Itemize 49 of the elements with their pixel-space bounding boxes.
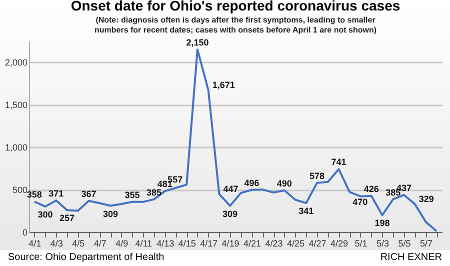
data-label: 578: [310, 170, 325, 181]
data-label: 490: [276, 178, 292, 188]
y-tick-label: 500: [12, 185, 28, 196]
x-tick-label: 4/7: [94, 238, 106, 248]
x-tick-label: 4/17: [200, 238, 218, 248]
data-label: 447: [223, 184, 238, 194]
x-tick-label: 4/1: [28, 238, 42, 248]
data-label: 329: [418, 194, 434, 204]
y-tick-label: 1,000: [4, 142, 28, 153]
data-label: 1,671: [212, 80, 235, 90]
x-tick-label: 5/3: [376, 238, 389, 248]
y-tick-label: 0: [22, 228, 28, 238]
x-tick-label: 4/23: [265, 238, 283, 248]
chart-title: Onset date for Ohio's reported coronavirus cases: [70, 0, 400, 14]
x-tick-label: 4/5: [72, 238, 85, 248]
data-label: 358: [26, 190, 42, 200]
x-tick-label: 4/29: [330, 238, 348, 248]
data-label: 2,150: [186, 37, 209, 48]
data-label: 367: [81, 188, 96, 199]
x-tick-label: 4/9: [116, 238, 128, 248]
chart-subtitle: (Note: diagnosis often is days after the first symptoms, leading to smaller numbers for recent dates; cases with onsets before April 1 are not shown): [94, 15, 377, 34]
text: RICH EXNER: [380, 251, 442, 265]
x-tick-label: 4/11: [135, 238, 152, 248]
data-label: 371: [48, 188, 64, 199]
data-label: 198: [374, 218, 390, 228]
y-tick-label: 1,500: [4, 100, 28, 110]
x-tick-label: 4/21: [244, 238, 262, 248]
data-label: 385: [146, 187, 162, 198]
y-tick-label: 2,000: [4, 58, 28, 68]
data-label: 309: [103, 208, 118, 219]
data-label: 341: [298, 206, 314, 216]
x-tick-label: 4/19: [222, 238, 240, 248]
data-label: 300: [38, 210, 53, 220]
data-label: 426: [364, 184, 379, 194]
data-label: 496: [244, 178, 260, 188]
x-tick-label: 4/27: [308, 238, 326, 248]
x-tick-label: 4/25: [287, 238, 305, 248]
x-tick-label: 4/13: [156, 238, 174, 248]
data-label: 309: [222, 208, 238, 219]
data-label: 257: [60, 213, 75, 224]
x-tick-label: 4/15: [178, 238, 196, 248]
data-label: 470: [352, 197, 368, 208]
x-tick-label: 5/5: [398, 238, 411, 248]
x-tick-label: 5/1: [354, 238, 368, 248]
x-tick-label: 4/3: [50, 238, 63, 248]
source-note: Source: Ohio Department of Health: [8, 251, 164, 265]
data-label: 355: [124, 190, 140, 200]
data-label: 741: [331, 157, 346, 168]
x-tick-label: 5/7: [420, 238, 432, 248]
